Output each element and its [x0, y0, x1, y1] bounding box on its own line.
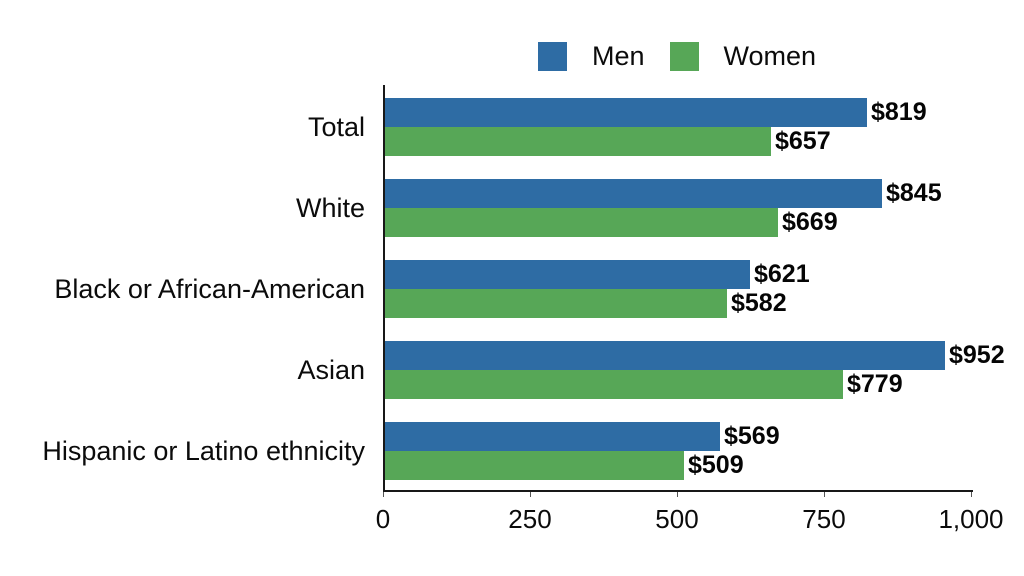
value-label-women-5: $509 [688, 451, 744, 479]
value-label-men-4: $952 [949, 341, 1005, 369]
bar-women-1 [385, 127, 771, 156]
bar-men-3 [385, 260, 750, 289]
value-label-men-2: $845 [886, 179, 942, 207]
x-tick-mark-2 [530, 492, 531, 497]
value-label-men-1: $819 [871, 98, 927, 126]
legend-item-men: Men [538, 41, 645, 71]
x-tick-mark-4 [824, 492, 825, 497]
legend-item-women: Women [669, 41, 817, 71]
value-label-women-3: $582 [731, 289, 787, 317]
bar-women-5 [385, 451, 684, 480]
category-label-4: Asian [297, 355, 365, 385]
x-tick-mark-1 [383, 492, 384, 497]
bar-men-4 [385, 341, 945, 370]
bar-women-2 [385, 208, 778, 237]
x-tick-label-5: 1,000 [938, 504, 1004, 534]
category-label-2: White [295, 193, 365, 223]
bar-men-2 [385, 179, 882, 208]
category-label-3: Black or African-American [54, 274, 365, 304]
value-label-men-5: $569 [724, 422, 780, 450]
x-tick-label-3: 500 [655, 504, 699, 534]
women-color-swatch [669, 41, 699, 71]
x-tick-label-2: 250 [508, 504, 552, 534]
value-label-men-3: $621 [754, 260, 810, 288]
plot-area [383, 85, 973, 492]
x-tick-mark-5 [971, 492, 972, 497]
value-label-women-4: $779 [847, 370, 903, 398]
legend-label-women: Women [723, 41, 817, 71]
value-label-women-2: $669 [782, 208, 838, 236]
legend-label-men: Men [592, 41, 645, 71]
bar-men-1 [385, 98, 867, 127]
men-color-swatch [538, 41, 567, 71]
bar-men-5 [385, 422, 720, 451]
x-tick-mark-3 [677, 492, 678, 497]
x-tick-label-1: 0 [375, 504, 391, 534]
value-label-women-1: $657 [775, 127, 831, 155]
bar-women-4 [385, 370, 843, 399]
category-label-1: Total [307, 112, 365, 142]
bar-women-3 [385, 289, 727, 318]
legend: Men Women [538, 41, 816, 71]
x-tick-label-4: 750 [802, 504, 846, 534]
category-label-5: Hispanic or Latino ethnicity [42, 436, 365, 466]
